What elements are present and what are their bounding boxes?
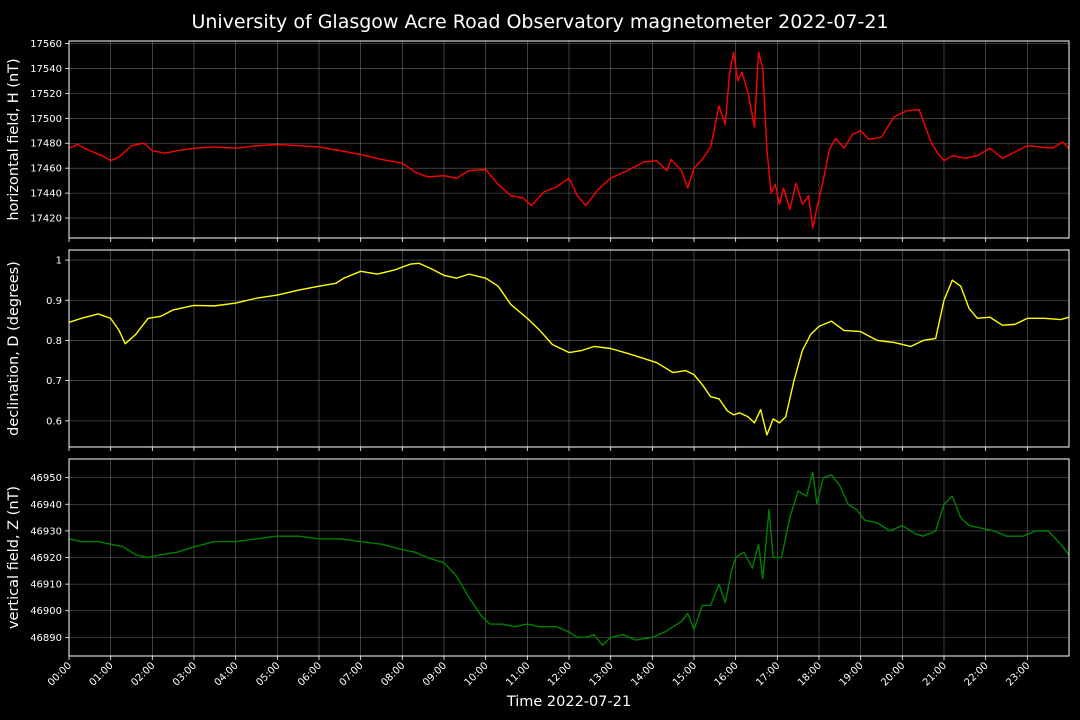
panel-frame <box>68 40 1070 239</box>
x-tick-label: 15:00 <box>671 660 699 688</box>
y-tick-label: 46950 <box>30 473 62 484</box>
series-line <box>69 51 1069 229</box>
y-axis-label: vertical field, Z (nT) <box>6 486 22 629</box>
y-tick-label: 17440 <box>30 189 62 200</box>
panel-frame <box>68 458 1070 657</box>
y-tick-label: 46900 <box>30 606 62 617</box>
x-tick-label: 02:00 <box>129 660 157 688</box>
y-tick-label: 0.8 <box>46 336 62 347</box>
x-tick-label: 00:00 <box>46 660 74 688</box>
y-axis-label: horizontal field, H (nT) <box>6 58 22 220</box>
x-tick-label: 18:00 <box>796 660 824 688</box>
x-tick-label: 12:00 <box>546 660 574 688</box>
panel-2: 0.6 0.7 0.8 0.9 1 declination, D (degrees) <box>6 249 1070 451</box>
x-axis-label: Time 2022-07-21 <box>506 694 631 710</box>
y-tick-label: 17480 <box>30 139 62 150</box>
x-tick-label: 23:00 <box>1004 660 1032 688</box>
x-tick-label: 07:00 <box>338 660 366 688</box>
y-tick-label: 17420 <box>30 214 62 225</box>
y-tick-label: 46890 <box>30 633 62 644</box>
y-tick-label: 17540 <box>30 64 62 75</box>
x-tick-label: 16:00 <box>713 660 741 688</box>
x-tick-label: 20:00 <box>879 660 907 688</box>
x-tick-label: 19:00 <box>838 660 866 688</box>
x-tick-label: 08:00 <box>379 660 407 688</box>
y-tick-label: 17520 <box>30 89 62 100</box>
y-tick-label: 17500 <box>30 114 62 125</box>
y-tick-label: 17460 <box>30 164 62 175</box>
y-tick-label: 0.9 <box>46 296 62 307</box>
panel-1: 17420 17440 17460 17480 17500 17520 17540 17560… <box>6 39 1070 242</box>
x-tick-label: 14:00 <box>629 660 657 688</box>
x-tick-label: 21:00 <box>921 660 949 688</box>
y-tick-label: 46930 <box>30 526 62 537</box>
x-tick-label: 03:00 <box>171 660 199 688</box>
y-tick-label: 17560 <box>30 39 62 50</box>
y-tick-label: 0.7 <box>46 376 62 387</box>
chart-title: University of Glasgow Acre Road Observat… <box>191 11 888 33</box>
y-tick-label: 46920 <box>30 553 62 564</box>
series-line <box>69 262 1069 436</box>
y-axis-label: declination, D (degrees) <box>6 261 22 436</box>
panel-3: 46890 46900 46910 46920 46930 46940 46950 verti… <box>6 458 1070 660</box>
x-tick-label: 13:00 <box>588 660 616 688</box>
y-tick-label: 46940 <box>30 500 62 511</box>
x-tick-label: 22:00 <box>963 660 991 688</box>
panels-layer: 17420 17440 17460 17480 17500 17520 17540 17560… <box>6 39 1070 689</box>
x-tick-label: 09:00 <box>421 660 449 688</box>
x-tick-label: 04:00 <box>213 660 241 688</box>
y-tick-label: 0.6 <box>46 416 62 427</box>
x-tick-label: 01:00 <box>88 660 116 688</box>
x-tick-label: 10:00 <box>463 660 491 688</box>
x-tick-label: 06:00 <box>296 660 324 688</box>
series-line <box>69 471 1069 647</box>
y-tick-label: 1 <box>56 256 62 267</box>
x-tick-label: 17:00 <box>754 660 782 688</box>
y-tick-label: 46910 <box>30 580 62 591</box>
x-tick-label: 05:00 <box>254 660 282 688</box>
panel-frame <box>68 249 1070 448</box>
x-tick-labels: 00:00 01:00 02:00 03:00 04:00 05:00 06:00 07:00… <box>46 660 1032 688</box>
x-tick-label: 11:00 <box>504 660 532 688</box>
